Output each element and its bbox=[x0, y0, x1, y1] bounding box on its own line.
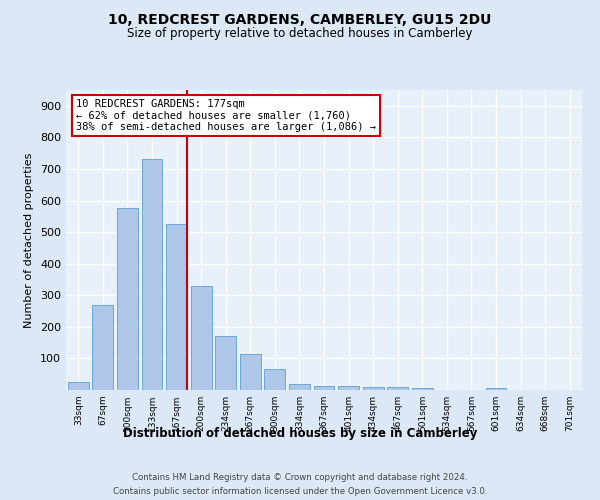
Text: 10 REDCREST GARDENS: 177sqm
← 62% of detached houses are smaller (1,760)
38% of : 10 REDCREST GARDENS: 177sqm ← 62% of det… bbox=[76, 99, 376, 132]
Bar bbox=[92, 304, 113, 390]
Text: Contains HM Land Registry data © Crown copyright and database right 2024.: Contains HM Land Registry data © Crown c… bbox=[132, 472, 468, 482]
Bar bbox=[289, 384, 310, 390]
Bar bbox=[314, 386, 334, 390]
Bar bbox=[485, 388, 506, 390]
Bar bbox=[142, 160, 163, 390]
Bar bbox=[191, 286, 212, 390]
Bar bbox=[338, 386, 359, 390]
Text: Size of property relative to detached houses in Camberley: Size of property relative to detached ho… bbox=[127, 28, 473, 40]
Bar bbox=[387, 388, 408, 390]
Text: 10, REDCREST GARDENS, CAMBERLEY, GU15 2DU: 10, REDCREST GARDENS, CAMBERLEY, GU15 2D… bbox=[109, 12, 491, 26]
Bar bbox=[362, 387, 383, 390]
Text: Distribution of detached houses by size in Camberley: Distribution of detached houses by size … bbox=[123, 428, 477, 440]
Bar bbox=[412, 388, 433, 390]
Bar bbox=[265, 368, 286, 390]
Bar bbox=[68, 382, 89, 390]
Text: Contains public sector information licensed under the Open Government Licence v3: Contains public sector information licen… bbox=[113, 488, 487, 496]
Bar bbox=[117, 208, 138, 390]
Bar bbox=[215, 336, 236, 390]
Bar bbox=[166, 224, 187, 390]
Y-axis label: Number of detached properties: Number of detached properties bbox=[25, 152, 34, 328]
Bar bbox=[240, 354, 261, 390]
